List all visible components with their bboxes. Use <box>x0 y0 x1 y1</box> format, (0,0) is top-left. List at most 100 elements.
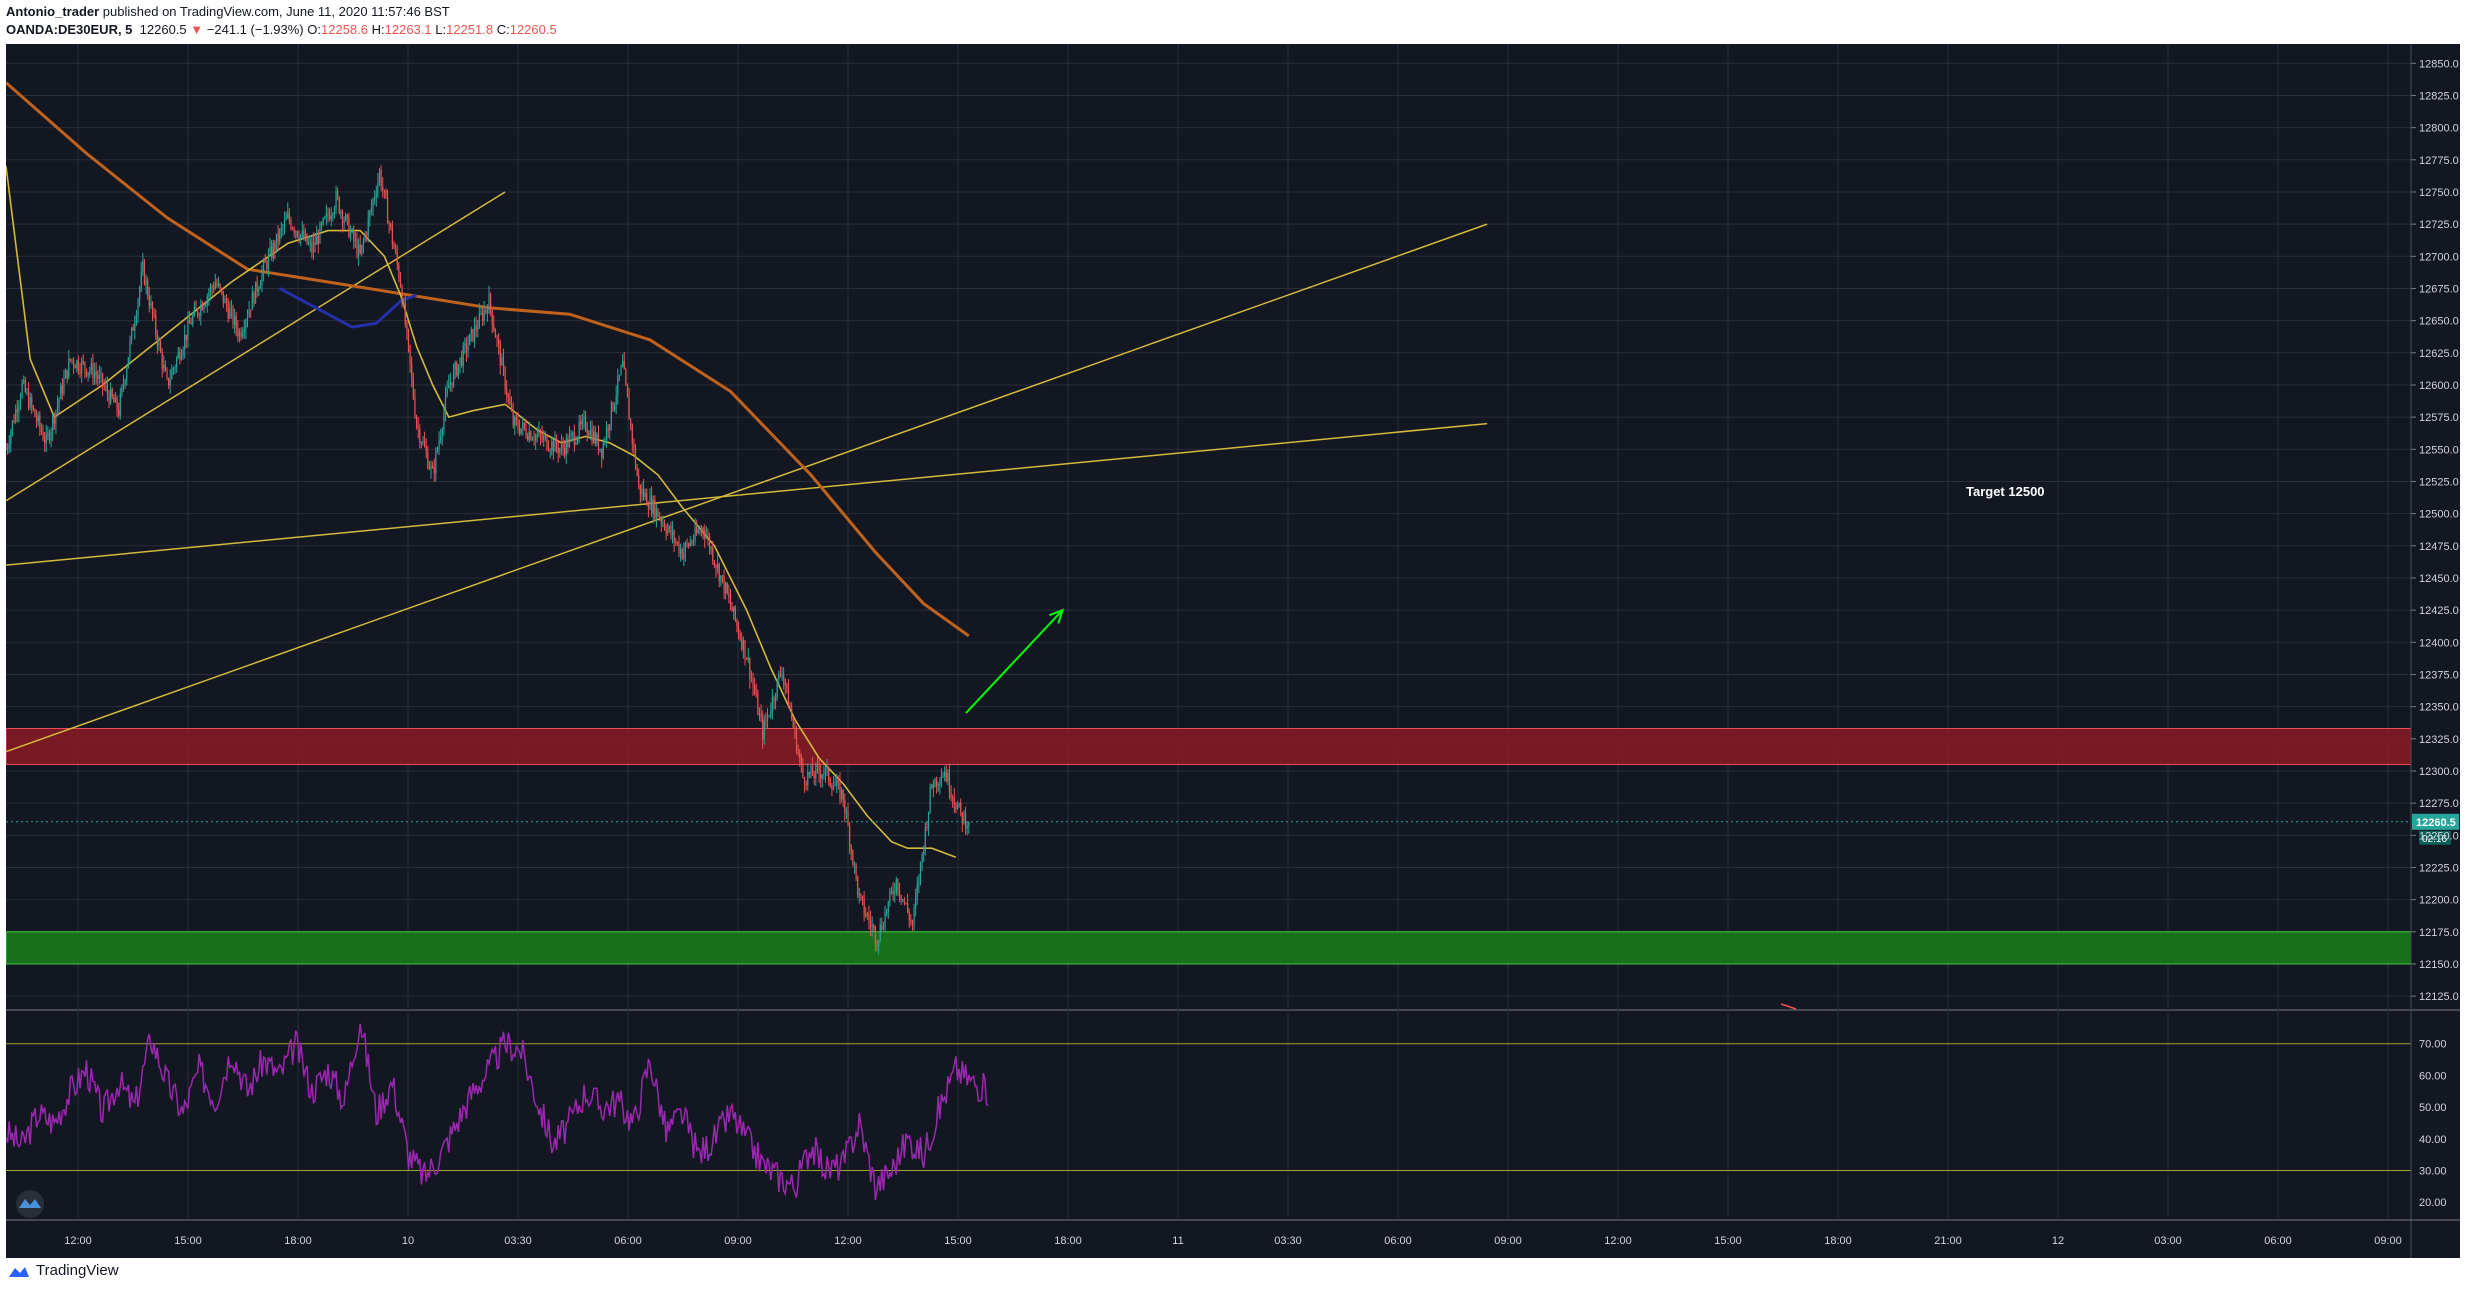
candle-down <box>415 416 418 427</box>
symbol-label[interactable]: OANDA:DE30EUR, 5 <box>6 22 133 37</box>
candle-up <box>87 372 89 376</box>
price-tick-label: 12425.0 <box>2419 605 2459 617</box>
price-tick-label: 12300.0 <box>2419 766 2459 778</box>
price-chart[interactable]: 12260.5 02:16 70.00 60.00 50.00 40.00 30.00 20… <box>6 44 2460 1258</box>
candle-down <box>222 291 224 304</box>
time-tick-label: 03:00 <box>2154 1235 2182 1247</box>
candle-down <box>660 518 662 523</box>
candle-up <box>158 341 160 346</box>
candle-down <box>601 448 603 458</box>
price-tick-label: 12200.0 <box>2419 895 2459 907</box>
time-tick-label: 15:00 <box>944 1235 972 1247</box>
candle-down <box>73 360 75 366</box>
candle-up <box>758 713 761 715</box>
tradingview-badge[interactable] <box>16 1190 44 1218</box>
candle-up <box>840 789 843 800</box>
candle-down <box>337 191 339 198</box>
candle-down <box>412 377 414 398</box>
candle-down <box>855 863 857 877</box>
candle-up <box>725 583 727 594</box>
candle-down <box>74 365 76 369</box>
candle-down <box>499 344 501 366</box>
candle-down <box>116 397 118 411</box>
candle-down <box>31 397 33 407</box>
candle-up <box>229 309 231 319</box>
candle-down <box>564 447 566 455</box>
candle-down <box>678 542 680 554</box>
candle-up <box>377 181 379 194</box>
candle-up <box>671 531 674 536</box>
candle-down <box>493 324 495 331</box>
candle-down <box>97 375 99 379</box>
candle-up <box>448 384 450 389</box>
candle-up <box>824 768 827 774</box>
candle-up <box>98 374 100 379</box>
price-tick-label: 12400.0 <box>2419 637 2459 649</box>
candle-up <box>886 912 888 914</box>
time-axis[interactable]: 12:00 15:00 18:00 10 03:30 06:00 09:00 12:00 15:… <box>6 1219 2460 1247</box>
candle-up <box>878 940 880 947</box>
candle-down <box>688 543 690 546</box>
candle-down <box>391 226 393 244</box>
candle-up <box>23 380 25 382</box>
candle-down <box>594 431 596 444</box>
candle-down <box>366 234 368 236</box>
tradingview-brand[interactable]: TradingView <box>8 1262 119 1279</box>
candle-down <box>708 536 711 549</box>
arrow-head-icon <box>1049 608 1065 624</box>
candle-up <box>528 431 530 440</box>
chart-footer: TradingView <box>0 1258 2468 1290</box>
candle-down <box>808 772 810 775</box>
candle-up <box>76 360 78 369</box>
candle-up <box>205 304 207 307</box>
resistance-zone <box>6 728 2412 766</box>
candle-down <box>359 244 361 254</box>
candle-down <box>557 447 559 454</box>
candle-down <box>837 780 839 782</box>
candle-down <box>556 438 558 448</box>
price-tick-label: 12500.0 <box>2419 509 2459 521</box>
candle-up <box>372 199 374 208</box>
candle-up <box>940 778 943 785</box>
candle-down <box>386 197 389 224</box>
author-name[interactable]: Antonio_trader <box>6 4 100 19</box>
time-tick-label: 21:00 <box>1934 1235 1962 1247</box>
candle-down <box>428 468 431 470</box>
trendline <box>6 191 506 502</box>
candle-up <box>19 396 22 405</box>
candle-up <box>710 547 712 549</box>
candle-up <box>763 720 765 740</box>
candle-up <box>142 261 144 272</box>
candle-down <box>762 717 764 740</box>
candle-down <box>151 302 154 314</box>
candle-down <box>911 920 914 925</box>
candle-down <box>398 264 400 279</box>
price-tick-label: 12525.0 <box>2419 476 2459 488</box>
candle-up <box>884 912 886 928</box>
candle-up <box>478 313 480 329</box>
candle-up <box>238 331 241 337</box>
candle-up <box>375 193 377 198</box>
trendline-group[interactable] <box>6 191 1488 753</box>
tradingview-logo-icon <box>9 1266 29 1277</box>
candle-down <box>143 261 146 285</box>
candle-up <box>845 811 848 813</box>
candle-down <box>510 404 513 411</box>
price-tick-label: 12600.0 <box>2419 380 2459 392</box>
candle-up <box>135 315 138 324</box>
candle-down <box>198 314 200 316</box>
price-axis[interactable]: 12850.0 12825.0 12800.0 12775.0 12750.0 12725… <box>2410 44 2459 1258</box>
candle-down <box>842 789 844 801</box>
candle-up <box>826 767 828 769</box>
candle-down <box>507 395 509 397</box>
candle-down <box>39 415 41 428</box>
candle-down <box>404 302 406 325</box>
candle-down <box>868 914 870 921</box>
tradingview-wordmark: TradingView <box>36 1262 119 1279</box>
candle-down <box>353 229 355 241</box>
candle-up <box>246 316 249 321</box>
candle-up <box>918 881 920 885</box>
candle-down <box>159 341 162 353</box>
candle-up <box>343 220 345 223</box>
candle-down <box>800 758 802 764</box>
